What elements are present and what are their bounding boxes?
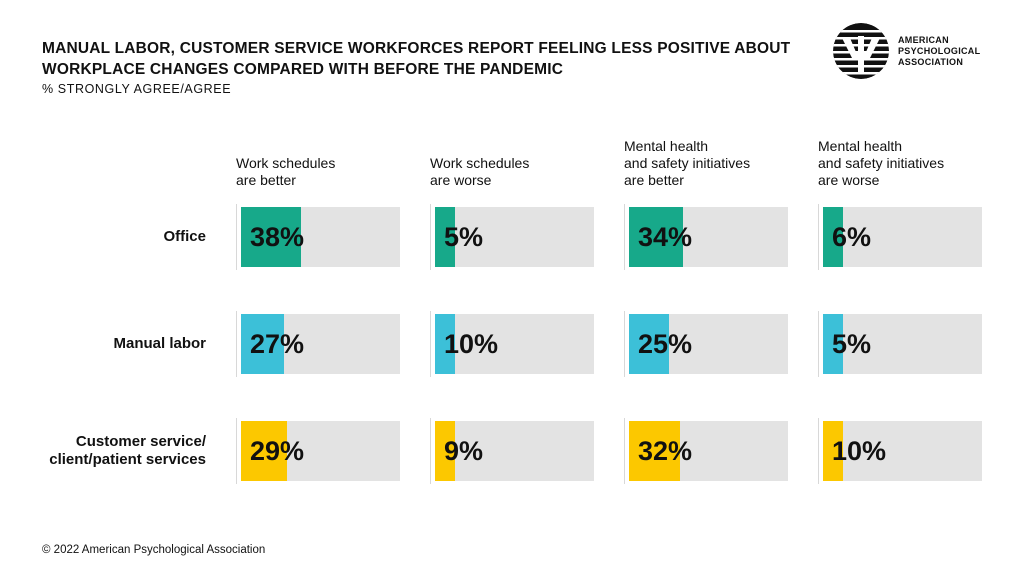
bar-divider (236, 418, 237, 484)
bar (241, 207, 302, 267)
bar-divider (818, 418, 819, 484)
copyright: © 2022 American Psychological Associatio… (42, 544, 266, 556)
column-header-line: are worse (430, 172, 492, 188)
column-header-line: and safety initiatives (818, 155, 945, 171)
row-label-line: client/patient services (49, 451, 206, 468)
data-label: 5% (444, 222, 484, 252)
column-header-line: Mental health (818, 138, 903, 154)
bar-track: 9% (435, 421, 594, 481)
bar-track: 27% (241, 314, 400, 374)
bar-divider (236, 311, 237, 377)
chart-subtitle: % STRONGLY AGREE/AGREE (42, 82, 232, 96)
data-label: 25% (638, 329, 693, 359)
bar-divider (430, 418, 431, 484)
column-header: Mental health and safety initiatives are w… (818, 138, 978, 189)
bar-divider (236, 204, 237, 270)
bar-track: 25% (629, 314, 788, 374)
bar (823, 207, 843, 267)
chart-title: MANUAL LABOR, CUSTOMER SERVICE WORKFORCE… (42, 40, 791, 78)
bar-divider (624, 204, 625, 270)
column-header-line: are better (236, 172, 296, 188)
row-label-line: Manual labor (113, 335, 206, 352)
bar (435, 421, 455, 481)
bar-divider (624, 418, 625, 484)
data-label: 9% (444, 436, 484, 466)
bar-track: 29% (241, 421, 400, 481)
logo-line: ASSOCIATION (898, 57, 964, 67)
bar-divider (818, 204, 819, 270)
data-label: 5% (832, 329, 872, 359)
apa-logo: AMERICAN PSYCHOLOGICAL ASSOCIATION (832, 22, 992, 82)
bar-track: 5% (435, 207, 594, 267)
column-header-line: and safety initiatives (624, 155, 751, 171)
bar-track: 6% (823, 207, 982, 267)
row-label: Manual labor (30, 335, 206, 353)
bar-divider (818, 311, 819, 377)
column-header-line: Work schedules (236, 155, 336, 171)
bar-track: 10% (435, 314, 594, 374)
bar-divider (430, 311, 431, 377)
logo-line: AMERICAN (898, 35, 949, 45)
column-header: Work schedules are worse (430, 155, 590, 189)
bar-track: 34% (629, 207, 788, 267)
data-label: 27% (250, 329, 305, 359)
bar (629, 314, 669, 374)
logo-line: PSYCHOLOGICAL (898, 46, 981, 56)
data-label: 38% (250, 222, 305, 252)
bar (435, 314, 455, 374)
bar-track: 32% (629, 421, 788, 481)
data-label: 6% (832, 222, 872, 252)
column-header-line: Mental health (624, 138, 709, 154)
bar-track: 5% (823, 314, 982, 374)
bar (241, 421, 288, 481)
row-label-line: Customer service/ (75, 433, 206, 450)
data-label: 29% (250, 436, 305, 466)
column-header: Mental health and safety initiatives are b… (624, 138, 784, 189)
bar-track: 38% (241, 207, 400, 267)
psi-logo-icon (833, 23, 889, 79)
column-header-line: are better (624, 172, 684, 188)
bar (823, 314, 843, 374)
bar-divider (430, 204, 431, 270)
data-label: 32% (638, 436, 693, 466)
bar (629, 207, 684, 267)
bar-divider (624, 311, 625, 377)
row-label: Office (30, 228, 206, 246)
logo-text: AMERICAN PSYCHOLOGICAL ASSOCIATION (898, 35, 980, 68)
data-label: 10% (444, 329, 499, 359)
row-label: Customer service/client/patient services (30, 433, 206, 469)
row-label-line: Office (163, 228, 206, 245)
bar (629, 421, 680, 481)
bar (823, 421, 843, 481)
column-header-line: are worse (818, 172, 880, 188)
data-label: 34% (638, 222, 693, 252)
bar (435, 207, 455, 267)
data-label: 10% (832, 436, 887, 466)
bar (241, 314, 284, 374)
column-header: Work schedules are better (236, 155, 396, 189)
bar-track: 10% (823, 421, 982, 481)
column-header-line: Work schedules (430, 155, 530, 171)
